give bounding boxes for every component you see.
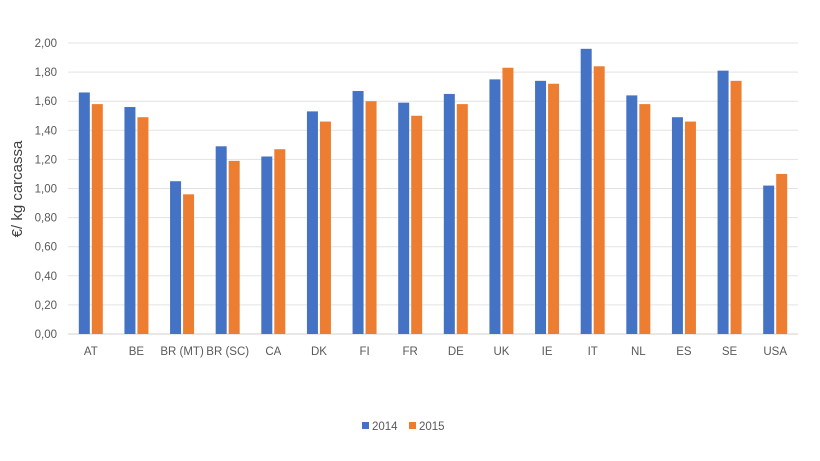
- x-tick-label: USA: [763, 346, 787, 358]
- bar-2015-se: [730, 80, 742, 334]
- y-tick-label: 1,40: [35, 125, 57, 137]
- bar-2015-it: [593, 66, 605, 334]
- x-tick-label: FR: [403, 346, 418, 358]
- bar-2014-dk: [306, 111, 318, 334]
- y-tick-label: 0,20: [35, 300, 57, 312]
- bar-2015-de: [456, 104, 468, 334]
- bar-2015-brmt: [183, 194, 195, 334]
- x-tick-label: BR (SC): [206, 346, 249, 358]
- legend: 2014 2015: [362, 421, 445, 433]
- x-tick-label: AT: [84, 346, 98, 358]
- bar-2015-ie: [548, 83, 560, 335]
- y-tick-label: 0,80: [35, 213, 57, 225]
- y-tick-label: 1,20: [35, 154, 57, 166]
- x-axis-ticks: AT BE BR (MT) BR (SC) CA DK FI FR DE UK IE IT NL ES SE…: [84, 346, 787, 358]
- bar-2015-uk: [502, 67, 514, 335]
- bar-2015-dk: [319, 121, 331, 334]
- x-tick-label: UK: [493, 346, 509, 358]
- bar-2014-be: [124, 107, 136, 335]
- y-axis-label: €/ kg carcassa: [9, 140, 26, 237]
- bar-2014-nl: [626, 95, 638, 334]
- x-tick-label: NL: [631, 346, 646, 358]
- bar-2014-uk: [489, 79, 501, 334]
- bar-2014-brsc: [215, 146, 227, 334]
- bar-2014-de: [443, 93, 455, 334]
- bar-2014-ie: [535, 80, 547, 334]
- bar-2015-brsc: [228, 160, 240, 334]
- x-tick-label: BR (MT): [160, 346, 204, 358]
- bar-2014-fr: [398, 102, 410, 334]
- bar-2015-fr: [411, 115, 423, 334]
- x-tick-label: ES: [676, 346, 692, 358]
- bar-2015-ca: [274, 149, 286, 334]
- legend-swatch-2015: [409, 422, 416, 429]
- y-tick-label: 0,60: [35, 242, 57, 254]
- bar-2015-fi: [365, 101, 377, 334]
- x-tick-label: DK: [311, 346, 327, 358]
- bar-2014-at: [78, 92, 90, 334]
- bar-2014-es: [671, 117, 683, 334]
- bar-2014-brmt: [170, 181, 182, 334]
- bar-2015-at: [91, 104, 103, 334]
- bar-2015-be: [137, 117, 149, 334]
- x-tick-label: DE: [448, 346, 464, 358]
- x-tick-label: IT: [588, 346, 598, 358]
- y-tick-label: 1,80: [35, 67, 57, 79]
- legend-label: 2015: [419, 421, 445, 433]
- legend-swatch-2014: [362, 422, 369, 429]
- x-tick-label: FI: [359, 346, 369, 358]
- bar-2014-it: [580, 48, 592, 334]
- legend-label: 2014: [372, 421, 398, 433]
- bar-2014-usa: [763, 185, 775, 334]
- y-tick-label: 2,00: [35, 38, 57, 50]
- y-axis-ticks: 0,00 0,20 0,40 0,60 0,80 1,00 1,20 1,40 1,60 1,80…: [35, 38, 57, 341]
- x-tick-label: CA: [265, 346, 281, 358]
- bar-2015-es: [684, 121, 696, 334]
- x-tick-label: IE: [542, 346, 553, 358]
- y-tick-label: 1,00: [35, 184, 57, 196]
- bar-2015-nl: [639, 104, 651, 334]
- bar-2014-ca: [261, 156, 273, 334]
- bar-2015-usa: [776, 173, 788, 334]
- bars: [78, 48, 788, 335]
- bar-2014-se: [717, 70, 729, 335]
- y-tick-label: 0,40: [35, 271, 57, 283]
- x-tick-label: SE: [722, 346, 738, 358]
- bar-2014-fi: [352, 91, 364, 334]
- x-tick-label: BE: [129, 346, 145, 358]
- y-tick-label: 1,60: [35, 96, 57, 108]
- y-tick-label: 0,00: [35, 329, 57, 341]
